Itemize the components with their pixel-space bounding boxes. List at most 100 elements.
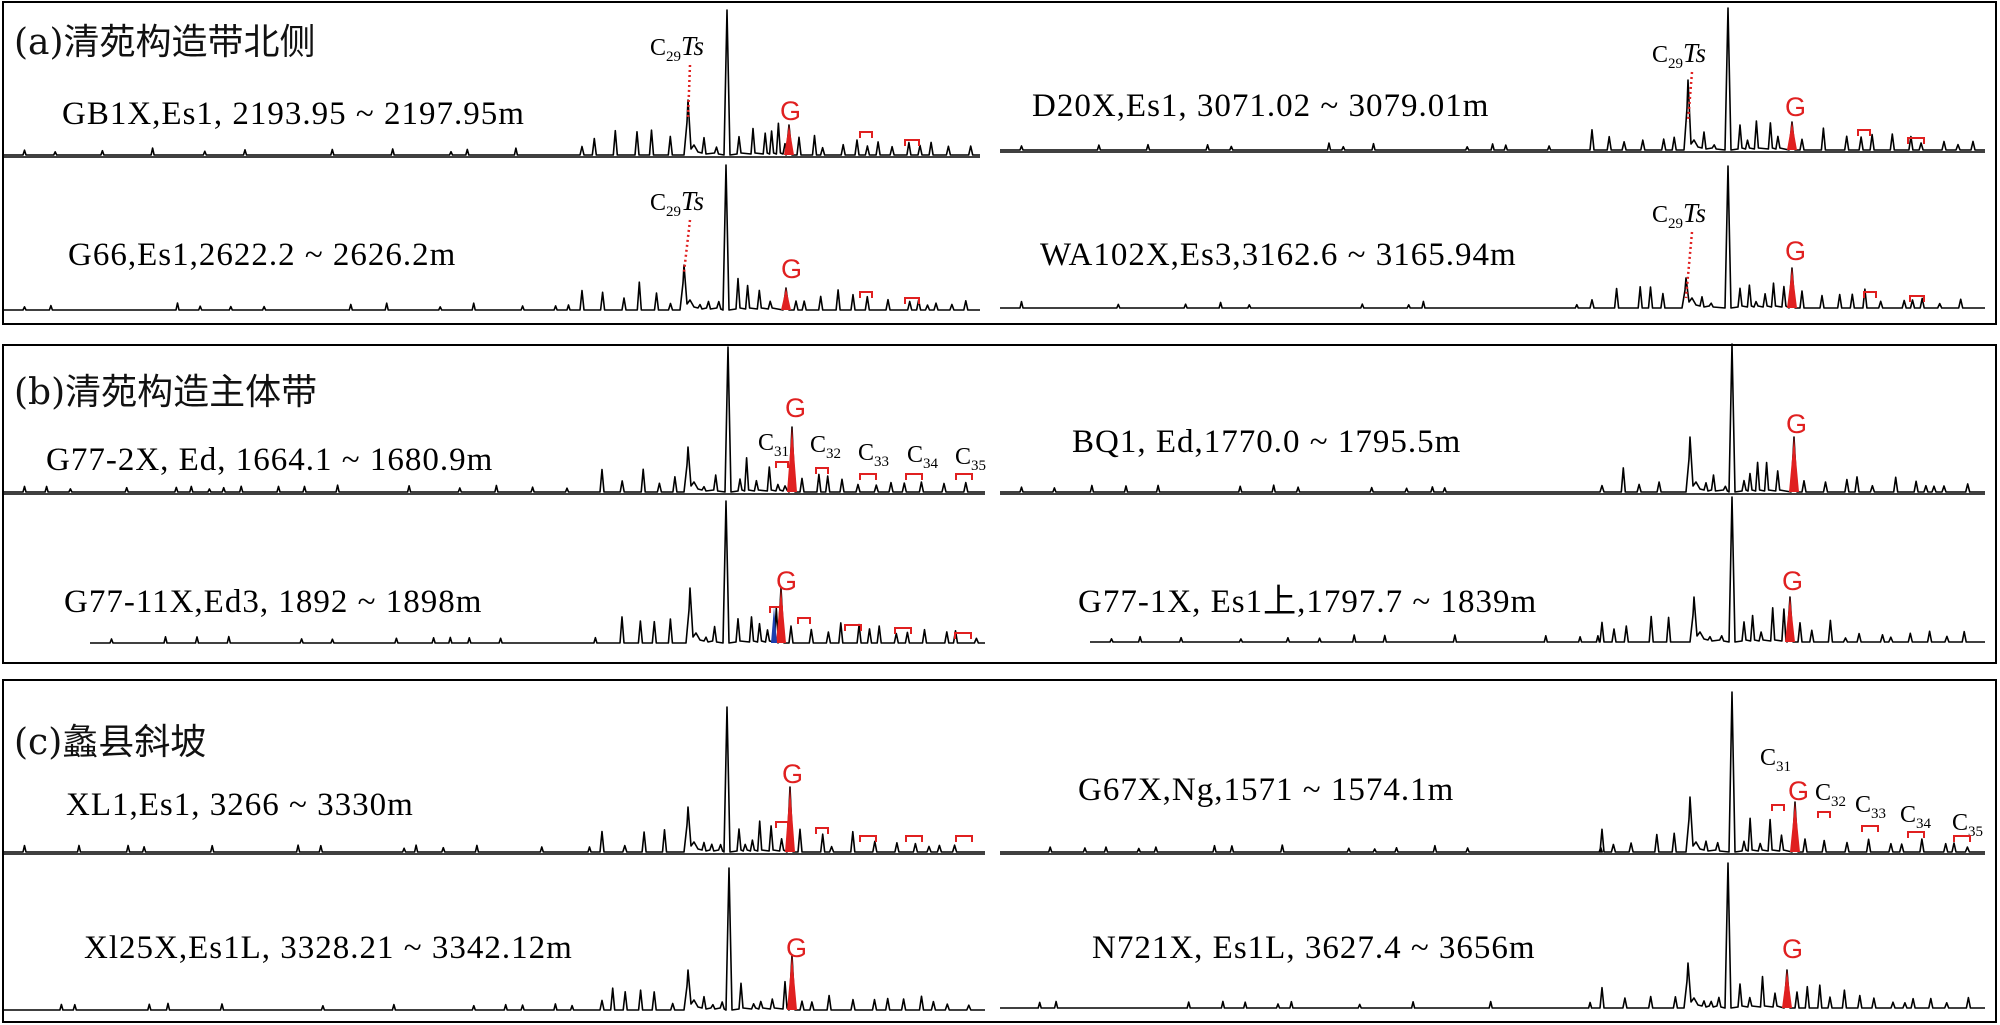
sample-label-gb1x: GB1X,Es1, 2193.95 ~ 2197.95m xyxy=(62,96,525,132)
homohopane-bracket-22 xyxy=(955,835,973,842)
homohopane-bracket-14 xyxy=(797,617,811,624)
homohopane-bracket-12 xyxy=(955,473,973,480)
section-c-frame xyxy=(2,679,1997,1023)
homohopane-label-b-35: C35 xyxy=(955,444,986,474)
homohopane-bracket-5 xyxy=(904,297,920,304)
homohopane-bracket-0 xyxy=(859,131,873,138)
homohopane-label-c-33: C33 xyxy=(1855,792,1886,822)
trace-xl25x xyxy=(3,867,985,1011)
homohopane-bracket-19 xyxy=(815,827,829,834)
c29ts-leader-3 xyxy=(1684,231,1694,299)
homohopane-bracket-16 xyxy=(894,627,912,634)
sample-label-wa102x: WA102X,Es3,3162.6 ~ 3165.94m xyxy=(1040,237,1517,273)
homohopane-bracket-15 xyxy=(844,624,862,631)
peak-annotations: G G G G G G G G G G G G C29Ts C29Ts C29Ts C29Ts C31 C32 C3… xyxy=(650,31,1983,964)
homohopane-bracket-6 xyxy=(1863,291,1877,298)
homohopane-bracket-18 xyxy=(775,821,789,828)
homohopane-bracket-7 xyxy=(1909,295,1925,302)
trace-g77-2x-g-peak xyxy=(787,427,797,492)
trace-g77-11x-g-peak xyxy=(776,588,786,643)
highlight-peak xyxy=(771,607,777,643)
sample-label-g66: G66,Es1,2622.2 ~ 2626.2m xyxy=(68,237,456,273)
section-b-title: (b)清苑构造主体带 xyxy=(14,372,317,413)
homohopane-bracket-17 xyxy=(954,632,972,639)
homohopane-bracket-13 xyxy=(769,606,783,613)
g-peak-label-7: G xyxy=(1782,566,1803,596)
homohopane-bracket-2 xyxy=(1857,129,1871,136)
homohopane-bracket-21 xyxy=(905,835,923,842)
section-a-frame xyxy=(2,1,1997,325)
section-c-title: (c)蠡县斜坡 xyxy=(14,722,206,763)
g-peak-label-5: G xyxy=(1786,409,1807,439)
homohopane-label-b-34: C34 xyxy=(907,442,939,472)
trace-bq1-g-peak xyxy=(1789,437,1799,492)
trace-bq1 xyxy=(1000,343,1985,493)
g-peak-label-11: G xyxy=(1782,934,1803,964)
trace-wa102x-g-peak xyxy=(1787,268,1797,308)
sample-label-g67x: G67X,Ng,1571 ~ 1574.1m xyxy=(1078,772,1454,808)
g-peak-label-1: G xyxy=(1785,92,1806,122)
c29ts-label-2: C29Ts xyxy=(650,186,704,220)
homohopane-bracket-20 xyxy=(859,835,877,842)
homohopane-label-c-34: C34 xyxy=(1900,802,1932,832)
trace-g67x xyxy=(1000,691,1985,853)
trace-g77-1x-g-peak xyxy=(1785,597,1795,642)
trace-g77-1x xyxy=(1090,496,1985,643)
homohopane-bracket-4 xyxy=(859,291,873,298)
homohopane-label-b-32: C32 xyxy=(810,432,841,462)
homohopane-bracket-1 xyxy=(904,139,920,146)
homohopane-bracket-11 xyxy=(905,473,923,480)
homohopane-bracket-26 xyxy=(1907,831,1925,838)
g-peak-label-0: G xyxy=(780,96,801,126)
homohopane-label-b-31: C31 xyxy=(758,430,789,460)
sample-label-g77-2x: G77-2X, Ed, 1664.1 ~ 1680.9m xyxy=(46,442,493,478)
trace-n721x-g-peak xyxy=(1782,970,1792,1008)
c29ts-leader-0 xyxy=(686,64,692,119)
homohopane-bracket-25 xyxy=(1861,825,1879,832)
homohopane-bracket-3 xyxy=(1907,137,1925,144)
trace-g77-11x xyxy=(90,500,985,644)
trace-g66 xyxy=(3,164,980,311)
c29ts-label-3: C29Ts xyxy=(1652,198,1706,232)
trace-xl1-g-peak xyxy=(785,787,795,852)
homohopane-bracket-8 xyxy=(775,461,789,468)
c29ts-leader-2 xyxy=(682,219,692,273)
sample-label-g77-1x: G77-1X, Es1上,1797.7 ~ 1839m xyxy=(1078,584,1537,620)
homohopane-bracket-10 xyxy=(859,473,877,480)
homohopane-label-c-31: C31 xyxy=(1760,745,1791,775)
sample-label-xl1: XL1,Es1, 3266 ~ 3330m xyxy=(66,787,414,823)
g-peak-label-3: G xyxy=(1785,236,1806,266)
homohopane-bracket-9 xyxy=(815,467,829,474)
sample-label-n721x: N721X, Es1L, 3627.4 ~ 3656m xyxy=(1092,930,1536,966)
sample-label-g77-11x: G77-11X,Ed3, 1892 ~ 1898m xyxy=(64,584,482,620)
homohopane-label-c-32: C32 xyxy=(1815,780,1846,810)
trace-wa102x xyxy=(1000,165,1985,309)
g-peak-label-9: G xyxy=(1788,776,1809,806)
trace-g66-g-peak xyxy=(781,288,791,310)
trace-g77-2x xyxy=(3,346,985,493)
homohopane-bracket-27 xyxy=(1953,835,1971,842)
trace-xl25x-g-peak xyxy=(787,955,797,1010)
chromatogram-traces xyxy=(3,7,1985,1011)
sample-label-xl25x: Xl25X,Es1L, 3328.21 ~ 3342.12m xyxy=(84,930,573,966)
trace-d20x xyxy=(1000,7,1985,151)
trace-n721x xyxy=(1000,862,1985,1009)
c29ts-label-1: C29Ts xyxy=(1652,38,1706,72)
section-a-title: (a)清苑构造带北侧 xyxy=(14,22,316,63)
c29ts-label-0: C29Ts xyxy=(650,31,704,65)
g-peak-label-4: G xyxy=(785,393,806,423)
c29ts-leader-1 xyxy=(1686,71,1694,123)
trace-gb1x xyxy=(3,9,980,156)
trace-gb1x-g-peak xyxy=(784,125,794,155)
g-peak-label-10: G xyxy=(786,933,807,963)
g-peak-label-2: G xyxy=(781,254,802,284)
trace-xl1 xyxy=(3,706,985,853)
g-peak-label-8: G xyxy=(782,759,803,789)
homohopane-bracket-24 xyxy=(1817,811,1831,818)
sample-label-d20x: D20X,Es1, 3071.02 ~ 3079.01m xyxy=(1032,88,1489,124)
sample-label-bq1: BQ1, Ed,1770.0 ~ 1795.5m xyxy=(1072,424,1461,460)
trace-g67x-g-peak xyxy=(1790,802,1800,852)
homohopane-label-b-33: C33 xyxy=(858,440,889,470)
homohopane-bracket-23 xyxy=(1771,804,1785,811)
